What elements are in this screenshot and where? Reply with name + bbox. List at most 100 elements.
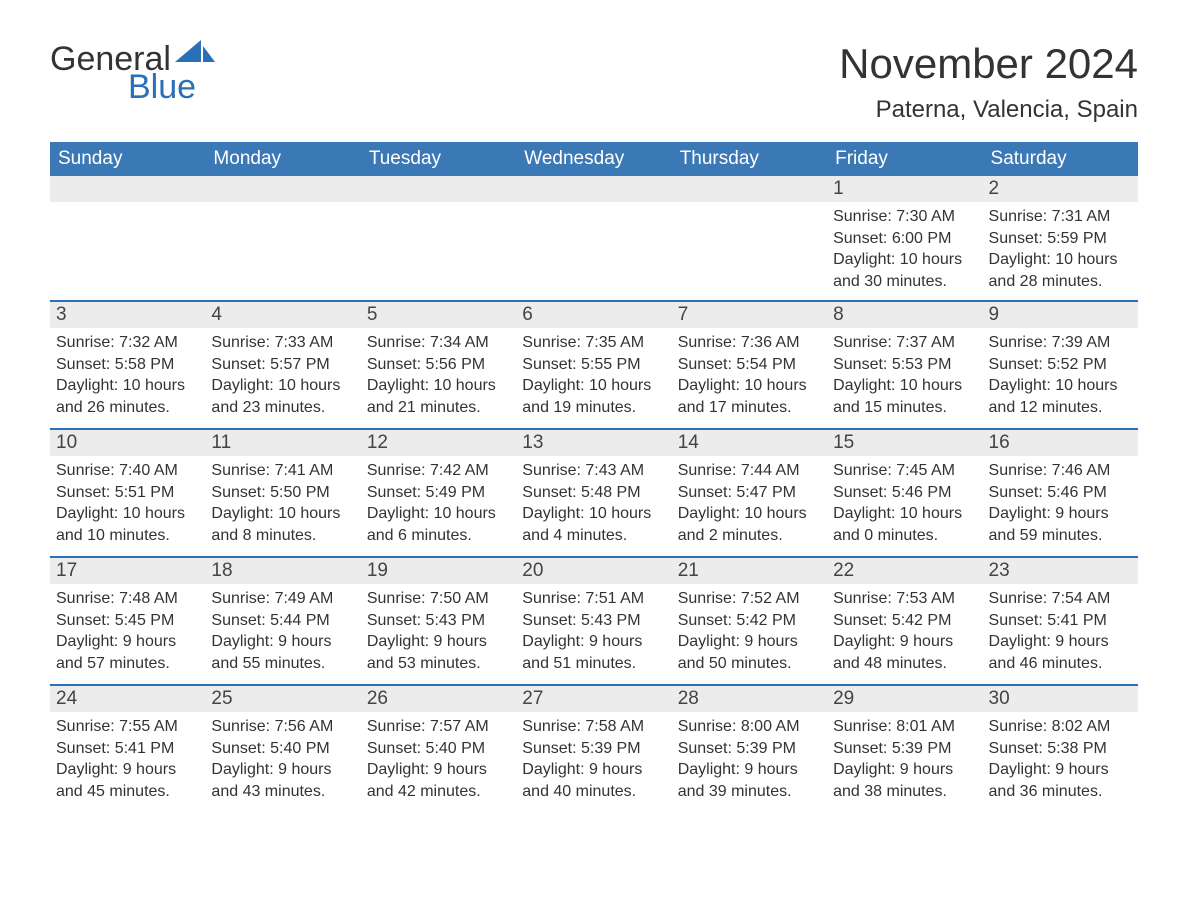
sunset-line: Sunset: 5:42 PM <box>833 610 976 632</box>
weekday-header: Sunday <box>50 142 205 176</box>
calendar-day-cell: 17Sunrise: 7:48 AMSunset: 5:45 PMDayligh… <box>50 556 205 684</box>
day-details: Sunrise: 7:39 AMSunset: 5:52 PMDaylight:… <box>983 328 1138 422</box>
daylight-line: Daylight: 10 hours and 26 minutes. <box>56 375 199 418</box>
sunrise-line: Sunrise: 7:40 AM <box>56 460 199 482</box>
sunset-line: Sunset: 5:46 PM <box>833 482 976 504</box>
weekday-header: Thursday <box>672 142 827 176</box>
day-details: Sunrise: 7:43 AMSunset: 5:48 PMDaylight:… <box>516 456 671 550</box>
calendar-day-cell: 27Sunrise: 7:58 AMSunset: 5:39 PMDayligh… <box>516 684 671 812</box>
sunset-line: Sunset: 5:39 PM <box>833 738 976 760</box>
calendar-week: 10Sunrise: 7:40 AMSunset: 5:51 PMDayligh… <box>50 428 1138 556</box>
day-details: Sunrise: 7:53 AMSunset: 5:42 PMDaylight:… <box>827 584 982 678</box>
day-details: Sunrise: 8:02 AMSunset: 5:38 PMDaylight:… <box>983 712 1138 806</box>
day-number: 29 <box>827 684 982 712</box>
daylight-line: Daylight: 10 hours and 30 minutes. <box>833 249 976 292</box>
sunset-line: Sunset: 5:41 PM <box>989 610 1132 632</box>
sunrise-line: Sunrise: 7:53 AM <box>833 588 976 610</box>
daylight-line: Daylight: 9 hours and 42 minutes. <box>367 759 510 802</box>
sunrise-line: Sunrise: 7:49 AM <box>211 588 354 610</box>
sunset-line: Sunset: 5:58 PM <box>56 354 199 376</box>
sunrise-line: Sunrise: 7:44 AM <box>678 460 821 482</box>
day-number: 5 <box>361 300 516 328</box>
weekday-header: Tuesday <box>361 142 516 176</box>
day-details: Sunrise: 7:52 AMSunset: 5:42 PMDaylight:… <box>672 584 827 678</box>
daylight-line: Daylight: 9 hours and 43 minutes. <box>211 759 354 802</box>
sunset-line: Sunset: 6:00 PM <box>833 228 976 250</box>
day-number: 10 <box>50 428 205 456</box>
calendar-day-cell <box>672 176 827 300</box>
sunrise-line: Sunrise: 7:55 AM <box>56 716 199 738</box>
calendar-day-cell <box>50 176 205 300</box>
day-details: Sunrise: 7:51 AMSunset: 5:43 PMDaylight:… <box>516 584 671 678</box>
day-number: 8 <box>827 300 982 328</box>
day-details: Sunrise: 7:46 AMSunset: 5:46 PMDaylight:… <box>983 456 1138 550</box>
day-details: Sunrise: 7:31 AMSunset: 5:59 PMDaylight:… <box>983 202 1138 296</box>
daylight-line: Daylight: 10 hours and 21 minutes. <box>367 375 510 418</box>
month-title: November 2024 <box>839 40 1138 88</box>
sunrise-line: Sunrise: 7:57 AM <box>367 716 510 738</box>
day-number: 9 <box>983 300 1138 328</box>
sunset-line: Sunset: 5:38 PM <box>989 738 1132 760</box>
day-number: 26 <box>361 684 516 712</box>
daylight-line: Daylight: 10 hours and 12 minutes. <box>989 375 1132 418</box>
sunset-line: Sunset: 5:39 PM <box>678 738 821 760</box>
daylight-line: Daylight: 10 hours and 15 minutes. <box>833 375 976 418</box>
day-details: Sunrise: 7:44 AMSunset: 5:47 PMDaylight:… <box>672 456 827 550</box>
sunrise-line: Sunrise: 7:39 AM <box>989 332 1132 354</box>
daylight-line: Daylight: 9 hours and 57 minutes. <box>56 631 199 674</box>
daylight-line: Daylight: 10 hours and 4 minutes. <box>522 503 665 546</box>
day-number: 14 <box>672 428 827 456</box>
day-details: Sunrise: 7:56 AMSunset: 5:40 PMDaylight:… <box>205 712 360 806</box>
sunset-line: Sunset: 5:46 PM <box>989 482 1132 504</box>
daylight-line: Daylight: 10 hours and 28 minutes. <box>989 249 1132 292</box>
calendar-day-cell: 12Sunrise: 7:42 AMSunset: 5:49 PMDayligh… <box>361 428 516 556</box>
sunset-line: Sunset: 5:40 PM <box>367 738 510 760</box>
sunrise-line: Sunrise: 8:01 AM <box>833 716 976 738</box>
sunset-line: Sunset: 5:54 PM <box>678 354 821 376</box>
calendar-day-cell: 20Sunrise: 7:51 AMSunset: 5:43 PMDayligh… <box>516 556 671 684</box>
day-details <box>672 202 827 210</box>
sunrise-line: Sunrise: 7:32 AM <box>56 332 199 354</box>
day-details: Sunrise: 7:48 AMSunset: 5:45 PMDaylight:… <box>50 584 205 678</box>
sunset-line: Sunset: 5:43 PM <box>367 610 510 632</box>
sunset-line: Sunset: 5:53 PM <box>833 354 976 376</box>
day-details: Sunrise: 7:34 AMSunset: 5:56 PMDaylight:… <box>361 328 516 422</box>
calendar-week: 17Sunrise: 7:48 AMSunset: 5:45 PMDayligh… <box>50 556 1138 684</box>
sunrise-line: Sunrise: 7:51 AM <box>522 588 665 610</box>
day-number: 15 <box>827 428 982 456</box>
day-number: 13 <box>516 428 671 456</box>
day-number: 1 <box>827 176 982 202</box>
sunset-line: Sunset: 5:45 PM <box>56 610 199 632</box>
day-number <box>361 176 516 202</box>
page-header: General Blue November 2024 Paterna, Vale… <box>50 40 1138 134</box>
daylight-line: Daylight: 10 hours and 2 minutes. <box>678 503 821 546</box>
calendar-week: 24Sunrise: 7:55 AMSunset: 5:41 PMDayligh… <box>50 684 1138 812</box>
calendar-day-cell: 9Sunrise: 7:39 AMSunset: 5:52 PMDaylight… <box>983 300 1138 428</box>
sunset-line: Sunset: 5:47 PM <box>678 482 821 504</box>
calendar-week: 1Sunrise: 7:30 AMSunset: 6:00 PMDaylight… <box>50 176 1138 300</box>
calendar-day-cell: 25Sunrise: 7:56 AMSunset: 5:40 PMDayligh… <box>205 684 360 812</box>
calendar: SundayMondayTuesdayWednesdayThursdayFrid… <box>50 142 1138 812</box>
calendar-day-cell <box>516 176 671 300</box>
day-details <box>205 202 360 210</box>
logo-text-blue: Blue <box>128 70 215 104</box>
sunrise-line: Sunrise: 8:02 AM <box>989 716 1132 738</box>
calendar-day-cell: 8Sunrise: 7:37 AMSunset: 5:53 PMDaylight… <box>827 300 982 428</box>
day-details: Sunrise: 7:40 AMSunset: 5:51 PMDaylight:… <box>50 456 205 550</box>
day-details: Sunrise: 7:30 AMSunset: 6:00 PMDaylight:… <box>827 202 982 296</box>
daylight-line: Daylight: 10 hours and 6 minutes. <box>367 503 510 546</box>
day-number: 27 <box>516 684 671 712</box>
logo: General Blue <box>50 40 215 104</box>
day-number: 16 <box>983 428 1138 456</box>
calendar-day-cell: 24Sunrise: 7:55 AMSunset: 5:41 PMDayligh… <box>50 684 205 812</box>
sunset-line: Sunset: 5:57 PM <box>211 354 354 376</box>
sunrise-line: Sunrise: 7:31 AM <box>989 206 1132 228</box>
day-details: Sunrise: 7:35 AMSunset: 5:55 PMDaylight:… <box>516 328 671 422</box>
sunrise-line: Sunrise: 7:41 AM <box>211 460 354 482</box>
daylight-line: Daylight: 9 hours and 39 minutes. <box>678 759 821 802</box>
calendar-day-cell: 29Sunrise: 8:01 AMSunset: 5:39 PMDayligh… <box>827 684 982 812</box>
calendar-day-cell: 28Sunrise: 8:00 AMSunset: 5:39 PMDayligh… <box>672 684 827 812</box>
day-number: 28 <box>672 684 827 712</box>
sunrise-line: Sunrise: 7:42 AM <box>367 460 510 482</box>
sunset-line: Sunset: 5:43 PM <box>522 610 665 632</box>
